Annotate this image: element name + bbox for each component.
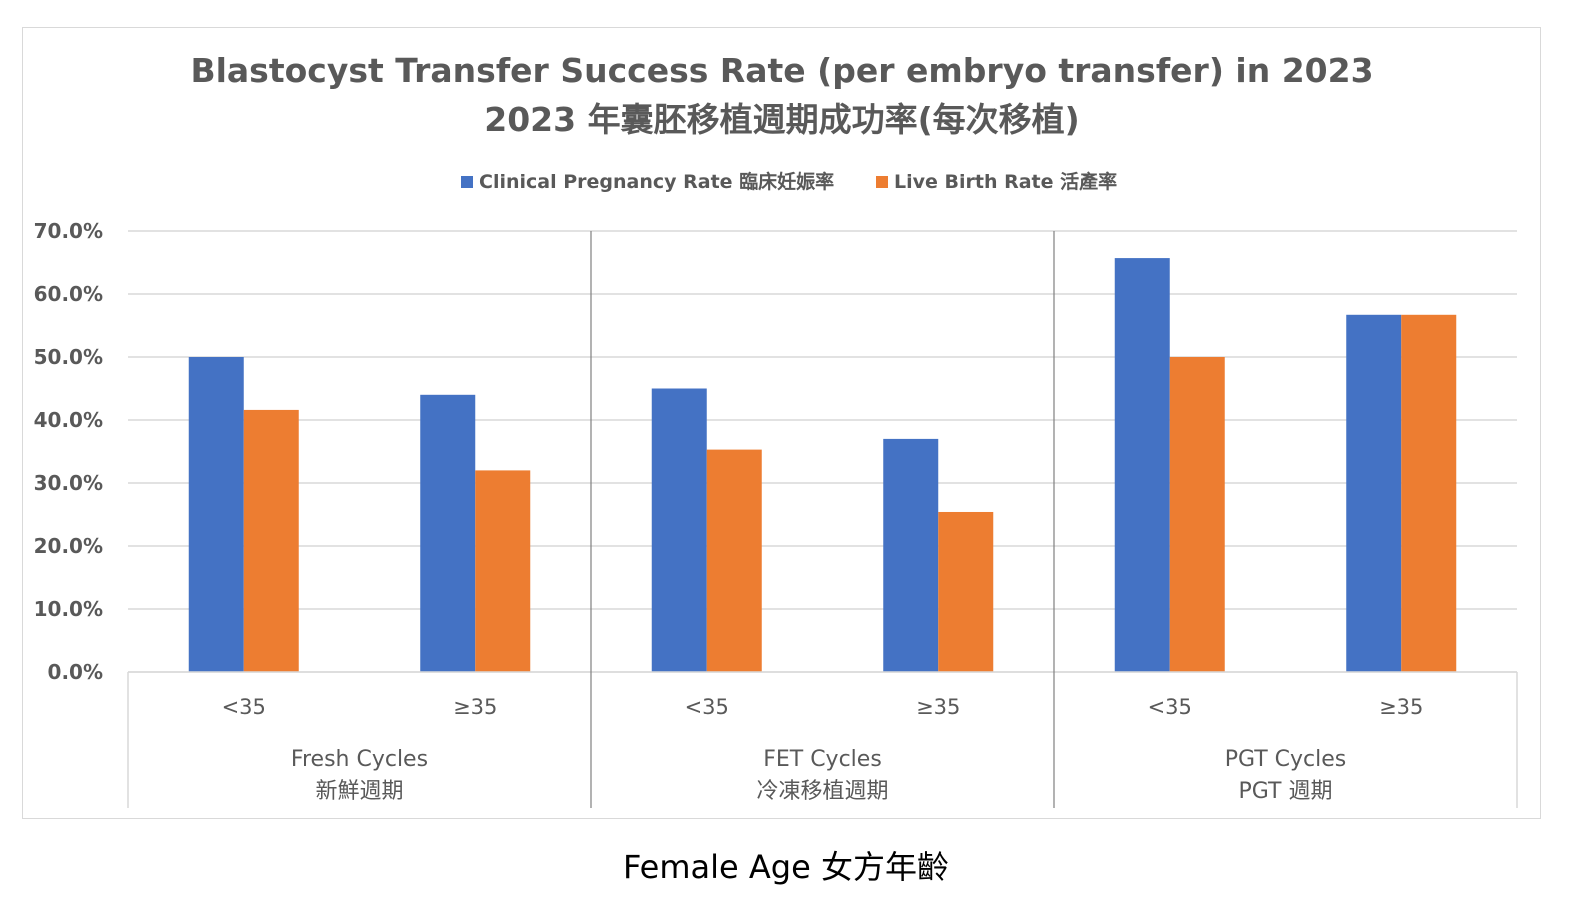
bar-live-birth	[243, 409, 299, 672]
x-tick-label: ≥35	[1379, 695, 1423, 719]
y-tick-label: 30.0%	[34, 471, 103, 495]
legend-swatch-clinical-pregnancy	[461, 176, 473, 188]
bar-clinical-pregnancy	[188, 357, 244, 672]
legend-swatch-live-birth	[876, 176, 888, 188]
y-axis-ticks: 0.0% 10.0% 20.0% 30.0% 40.0% 50.0% 60.0% 70.0%	[34, 219, 103, 684]
bar-clinical-pregnancy	[420, 394, 476, 672]
group-label-zh: 冷凍移植週期	[756, 779, 888, 804]
group-label-zh: PGT 週期	[1239, 779, 1333, 804]
y-tick-label: 10.0%	[34, 597, 103, 621]
y-tick-label: 70.0%	[34, 219, 103, 243]
bar-live-birth	[706, 449, 762, 672]
bars	[188, 258, 1457, 672]
bar-clinical-pregnancy	[1114, 258, 1170, 672]
bar-live-birth	[1401, 314, 1457, 672]
bar-clinical-pregnancy	[883, 438, 939, 672]
x-tick-label: ≥35	[453, 695, 497, 719]
legend: Clinical Pregnancy Rate 臨床妊娠率 Live Birth…	[461, 170, 1117, 193]
bar-live-birth	[1169, 357, 1225, 672]
bar-clinical-pregnancy	[651, 388, 707, 672]
legend-label-live-birth: Live Birth Rate 活產率	[894, 170, 1117, 193]
x-tick-label: <35	[685, 695, 729, 719]
x-tick-label: ≥35	[916, 695, 960, 719]
group-label-zh: 新鮮週期	[315, 779, 403, 804]
bar-live-birth	[938, 511, 994, 672]
legend-label-clinical-pregnancy: Clinical Pregnancy Rate 臨床妊娠率	[479, 170, 834, 193]
group-label-en: PGT Cycles	[1225, 747, 1347, 772]
x-tick-label: <35	[1148, 695, 1192, 719]
y-tick-label: 0.0%	[48, 660, 103, 684]
bar-live-birth	[475, 470, 531, 672]
y-tick-label: 40.0%	[34, 408, 103, 432]
x-axis-title: Female Age 女方年齡	[623, 848, 949, 886]
y-tick-label: 20.0%	[34, 534, 103, 558]
gridlines	[128, 230, 1517, 673]
group-label-en: Fresh Cycles	[291, 747, 428, 772]
group-label-en: FET Cycles	[763, 747, 882, 772]
x-axis: <35 ≥35 <35 ≥35 <35 ≥35 Fresh Cycles 新鮮週期 FET Cy…	[127, 231, 1518, 808]
chart-title-line-2: 2023 年囊胚移植週期成功率(每次移植)	[484, 100, 1080, 139]
chart-title-line-1: Blastocyst Transfer Success Rate (per em…	[190, 51, 1373, 90]
y-tick-label: 60.0%	[34, 282, 103, 306]
y-tick-label: 50.0%	[34, 345, 103, 369]
bar-clinical-pregnancy	[1346, 314, 1402, 672]
x-tick-label: <35	[222, 695, 266, 719]
